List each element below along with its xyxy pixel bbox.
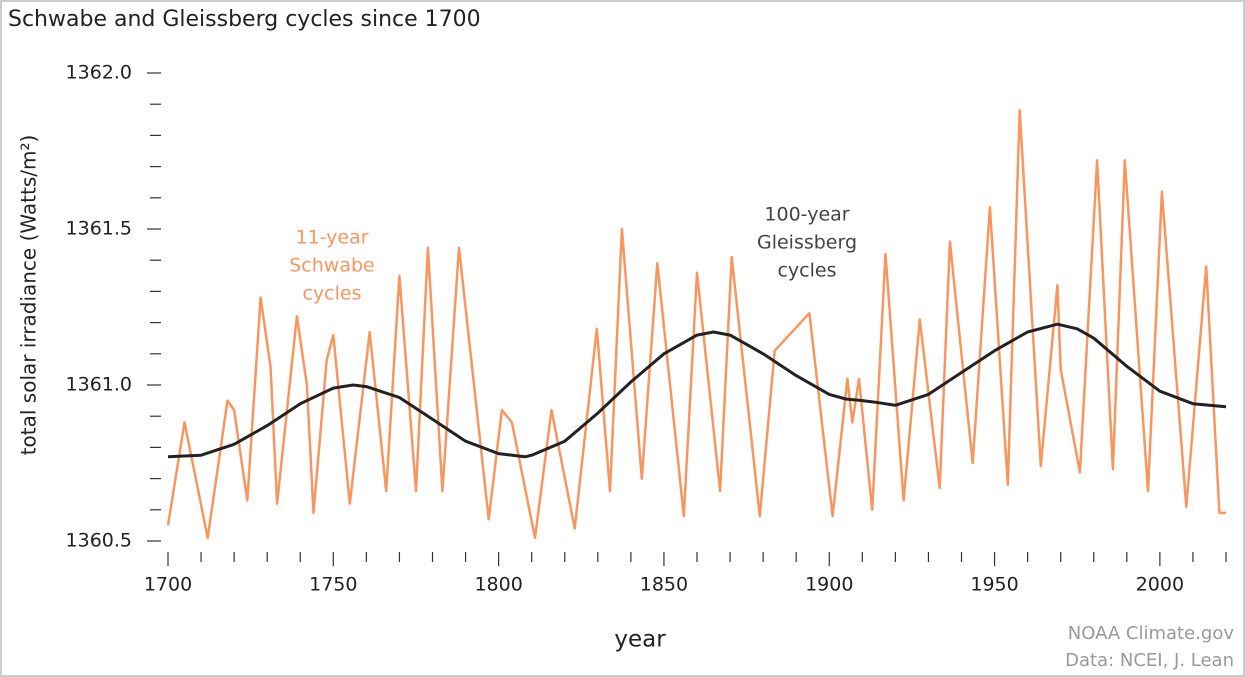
x-tick-label: 1850 bbox=[640, 574, 688, 596]
x-tick-label: 1900 bbox=[805, 574, 853, 596]
x-tick-label: 1800 bbox=[474, 574, 522, 596]
series-line bbox=[167, 322, 1227, 459]
x-tick-label: 1950 bbox=[970, 574, 1018, 596]
annotation: 100-year bbox=[764, 204, 849, 226]
x-axis-label: year bbox=[614, 627, 666, 653]
credit: NOAA Climate.gov bbox=[1068, 623, 1235, 644]
series-line bbox=[166, 109, 1226, 540]
annotation: 11-year bbox=[295, 227, 368, 249]
y-tick-label: 1361.5 bbox=[66, 218, 132, 240]
annotation: cycles bbox=[777, 260, 836, 282]
chart-title: Schwabe and Gleissberg cycles since 1700 bbox=[8, 7, 481, 32]
credit: Data: NCEI, J. Lean bbox=[1065, 650, 1234, 671]
y-axis-label: total solar irradiance (Watts/m²) bbox=[17, 135, 41, 456]
annotation: cycles bbox=[302, 283, 361, 305]
x-tick-label: 2000 bbox=[1136, 574, 1184, 596]
x-tick-label: 1750 bbox=[309, 574, 357, 596]
annotation: Gleissberg bbox=[757, 232, 857, 254]
annotation: Schwabe bbox=[289, 255, 374, 277]
y-tick-label: 1361.0 bbox=[66, 374, 132, 396]
x-tick-label: 1700 bbox=[144, 574, 192, 596]
y-tick-label: 1362.0 bbox=[66, 62, 132, 84]
y-tick-label: 1360.5 bbox=[66, 530, 132, 552]
